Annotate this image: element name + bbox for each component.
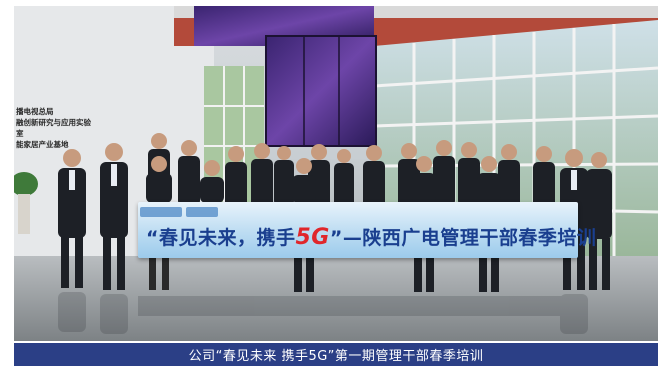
figure: 播电视总局 融创新研究与应用实验室 能家居产业基地 “春见未来，携手5G”—陕西… xyxy=(14,6,658,366)
wall-sign-line: 能家居产业基地 xyxy=(16,140,69,149)
wall-sign-line: 融创新研究与应用实验室 xyxy=(16,118,91,138)
group-photo: 播电视总局 融创新研究与应用实验室 能家居产业基地 “春见未来，携手5G”—陕西… xyxy=(14,6,658,341)
caption-text: 公司“春见未来 携手5G”第一期管理干部春季培训 xyxy=(188,349,484,364)
training-banner: “春见未来，携手5G”—陕西广电管理干部春季培训 xyxy=(138,202,596,258)
led-screen xyxy=(194,6,377,147)
banner-5g: 5G xyxy=(295,224,330,250)
plant xyxy=(14,172,38,234)
photo-scene xyxy=(14,6,658,341)
floor-reflection xyxy=(58,292,588,334)
people-group xyxy=(58,133,612,292)
wall-sign: 播电视总局 融创新研究与应用实验室 能家居产业基地 xyxy=(16,106,96,150)
banner-title-part: “春见未来，携手 xyxy=(146,226,296,249)
wall-sign-line: 播电视总局 xyxy=(16,107,54,116)
banner-title: “春见未来，携手5G”—陕西广电管理干部春季培训 xyxy=(146,223,596,250)
logo-mark xyxy=(186,207,218,217)
logo-mark xyxy=(140,207,182,217)
caption-bar: 公司“春见未来 携手5G”第一期管理干部春季培训 xyxy=(14,343,658,366)
banner-logos xyxy=(140,205,244,219)
banner-title-part: ”—陕西广电管理干部春季培训 xyxy=(329,226,597,249)
